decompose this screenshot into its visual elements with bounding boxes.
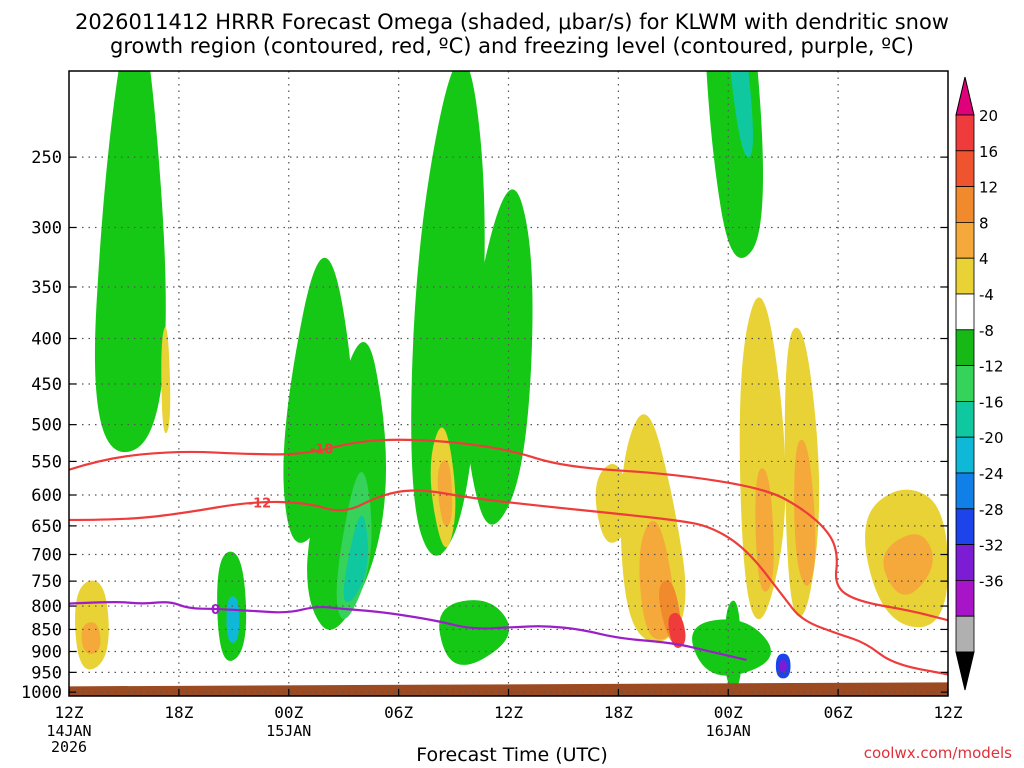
omega-region-4 <box>343 515 369 603</box>
chart-title-line-1: 2026011412 HRRR Forecast Omega (shaded, … <box>75 10 949 34</box>
xtick-label-30: 18Z <box>604 703 633 722</box>
contour-layer <box>69 438 948 676</box>
omega-region-14 <box>779 659 787 673</box>
colorbar-label-11: -28 <box>979 501 1004 519</box>
ytick-label-700: 700 <box>31 546 62 566</box>
xtick-label-24: 12Z <box>494 703 523 722</box>
colorbar-segment-5 <box>955 293 975 331</box>
contour-labels: -18 -12 0 <box>211 443 334 618</box>
freezing-level-contour-label: 0 <box>211 603 220 618</box>
colorbar-label-1: 16 <box>979 143 998 161</box>
colorbar-segment-14 <box>955 615 975 653</box>
ytick-label-300: 300 <box>31 218 62 238</box>
colorbar-label-9: -20 <box>979 429 1004 447</box>
colorbar: 20 16 12 8 4 -4 -8 -12 -16 -20 -24 -28 -32 -36 <box>955 76 1004 691</box>
ytick-label-600: 600 <box>31 486 62 506</box>
omega-region-31 <box>161 327 171 434</box>
xtick-label-6: 18Z <box>164 703 193 722</box>
omega-shading-layer <box>69 71 948 696</box>
ytick-label-550: 550 <box>31 452 62 472</box>
colorbar-label-12: -32 <box>979 537 1004 555</box>
colorbar-label-10: -24 <box>979 465 1004 483</box>
omega-region-26 <box>883 534 933 595</box>
colorbar-segment-1 <box>955 150 975 188</box>
colorbar-bottom-arrow <box>955 651 975 691</box>
dgz-contour--18-label: -18 <box>310 443 334 458</box>
gridlines <box>69 71 948 696</box>
omega-region-23 <box>739 297 786 620</box>
omega-region-8 <box>730 71 753 158</box>
colorbar-label-5: -4 <box>979 286 994 304</box>
chart-title-line-2: growth region (contoured, red, ºC) and f… <box>110 34 914 58</box>
colorbar-segment-6 <box>955 329 975 366</box>
ytick-label-850: 850 <box>31 620 62 640</box>
omega-region-0 <box>94 71 166 452</box>
omega-region-30 <box>81 622 101 654</box>
colorbar-label-8: -16 <box>979 393 1004 411</box>
dgz-contour--12 <box>69 489 948 676</box>
xtick-label-0: 12Z <box>55 703 84 722</box>
colorbar-label-3: 8 <box>979 214 989 232</box>
x-axis-label: Forecast Time (UTC) <box>416 744 608 766</box>
colorbar-label-2: 12 <box>979 179 998 197</box>
colorbar-segment-2 <box>955 186 975 223</box>
xtick-label-36: 00Z <box>714 703 743 722</box>
colorbar-segment-0 <box>955 114 975 152</box>
ytick-label-750: 750 <box>31 572 62 592</box>
colorbar-segment-9 <box>955 436 975 474</box>
colorbar-label-7: -12 <box>979 358 1004 376</box>
colorbar-label-4: 4 <box>979 250 989 268</box>
xtick-date-12: 15JAN <box>266 722 311 740</box>
ytick-label-250: 250 <box>31 148 62 168</box>
xtick-label-48: 12Z <box>934 703 963 722</box>
colorbar-segment-7 <box>955 365 975 402</box>
omega-region-24 <box>755 468 774 592</box>
colorbar-segment-13 <box>955 580 975 617</box>
ytick-label-400: 400 <box>31 330 62 350</box>
xtick-label-42: 06Z <box>824 703 853 722</box>
pressure-axis: 2503003504004505005506006507007508008509… <box>21 148 948 703</box>
colorbar-segment-8 <box>955 400 975 438</box>
ytick-label-500: 500 <box>31 416 62 436</box>
ytick-label-900: 900 <box>31 642 62 662</box>
omega-region-22 <box>794 439 816 586</box>
ytick-label-950: 950 <box>31 663 62 683</box>
xtick-date-0: 14JAN <box>46 722 91 740</box>
omega-region-5 <box>411 71 485 556</box>
dgz-contour--18 <box>69 438 948 622</box>
credit-link[interactable]: coolwx.com/models <box>863 744 1012 762</box>
colorbar-segment-3 <box>955 221 975 259</box>
omega-region-9 <box>439 600 510 665</box>
ytick-label-450: 450 <box>31 375 62 395</box>
colorbar-label-0: 20 <box>979 107 998 125</box>
ytick-label-1000: 1000 <box>21 683 62 703</box>
omega-region-6 <box>465 189 533 525</box>
freezing-level-contour <box>69 600 747 662</box>
omega-region-16 <box>226 596 240 643</box>
xtick-label-18: 06Z <box>384 703 413 722</box>
colorbar-segment-4 <box>955 257 975 295</box>
colorbar-label-6: -8 <box>979 322 994 340</box>
xtick-date-36: 16JAN <box>706 722 751 740</box>
dgz-contour--12-label: -12 <box>248 497 272 512</box>
colorbar-segment-10 <box>955 472 975 510</box>
omega-region-20 <box>668 612 686 649</box>
ytick-label-650: 650 <box>31 517 62 537</box>
xtick-label-12: 00Z <box>274 703 303 722</box>
colorbar-segment-11 <box>955 508 975 545</box>
colorbar-label-13: -36 <box>979 572 1004 590</box>
xtick-year-0: 2026 <box>51 738 87 756</box>
omega-region-32 <box>595 464 631 543</box>
colorbar-segment-12 <box>955 544 975 581</box>
omega-region-12 <box>692 619 771 676</box>
omega-region-7 <box>706 71 763 258</box>
colorbar-top-arrow <box>955 76 975 116</box>
ytick-label-350: 350 <box>31 278 62 298</box>
ytick-label-800: 800 <box>31 597 62 617</box>
